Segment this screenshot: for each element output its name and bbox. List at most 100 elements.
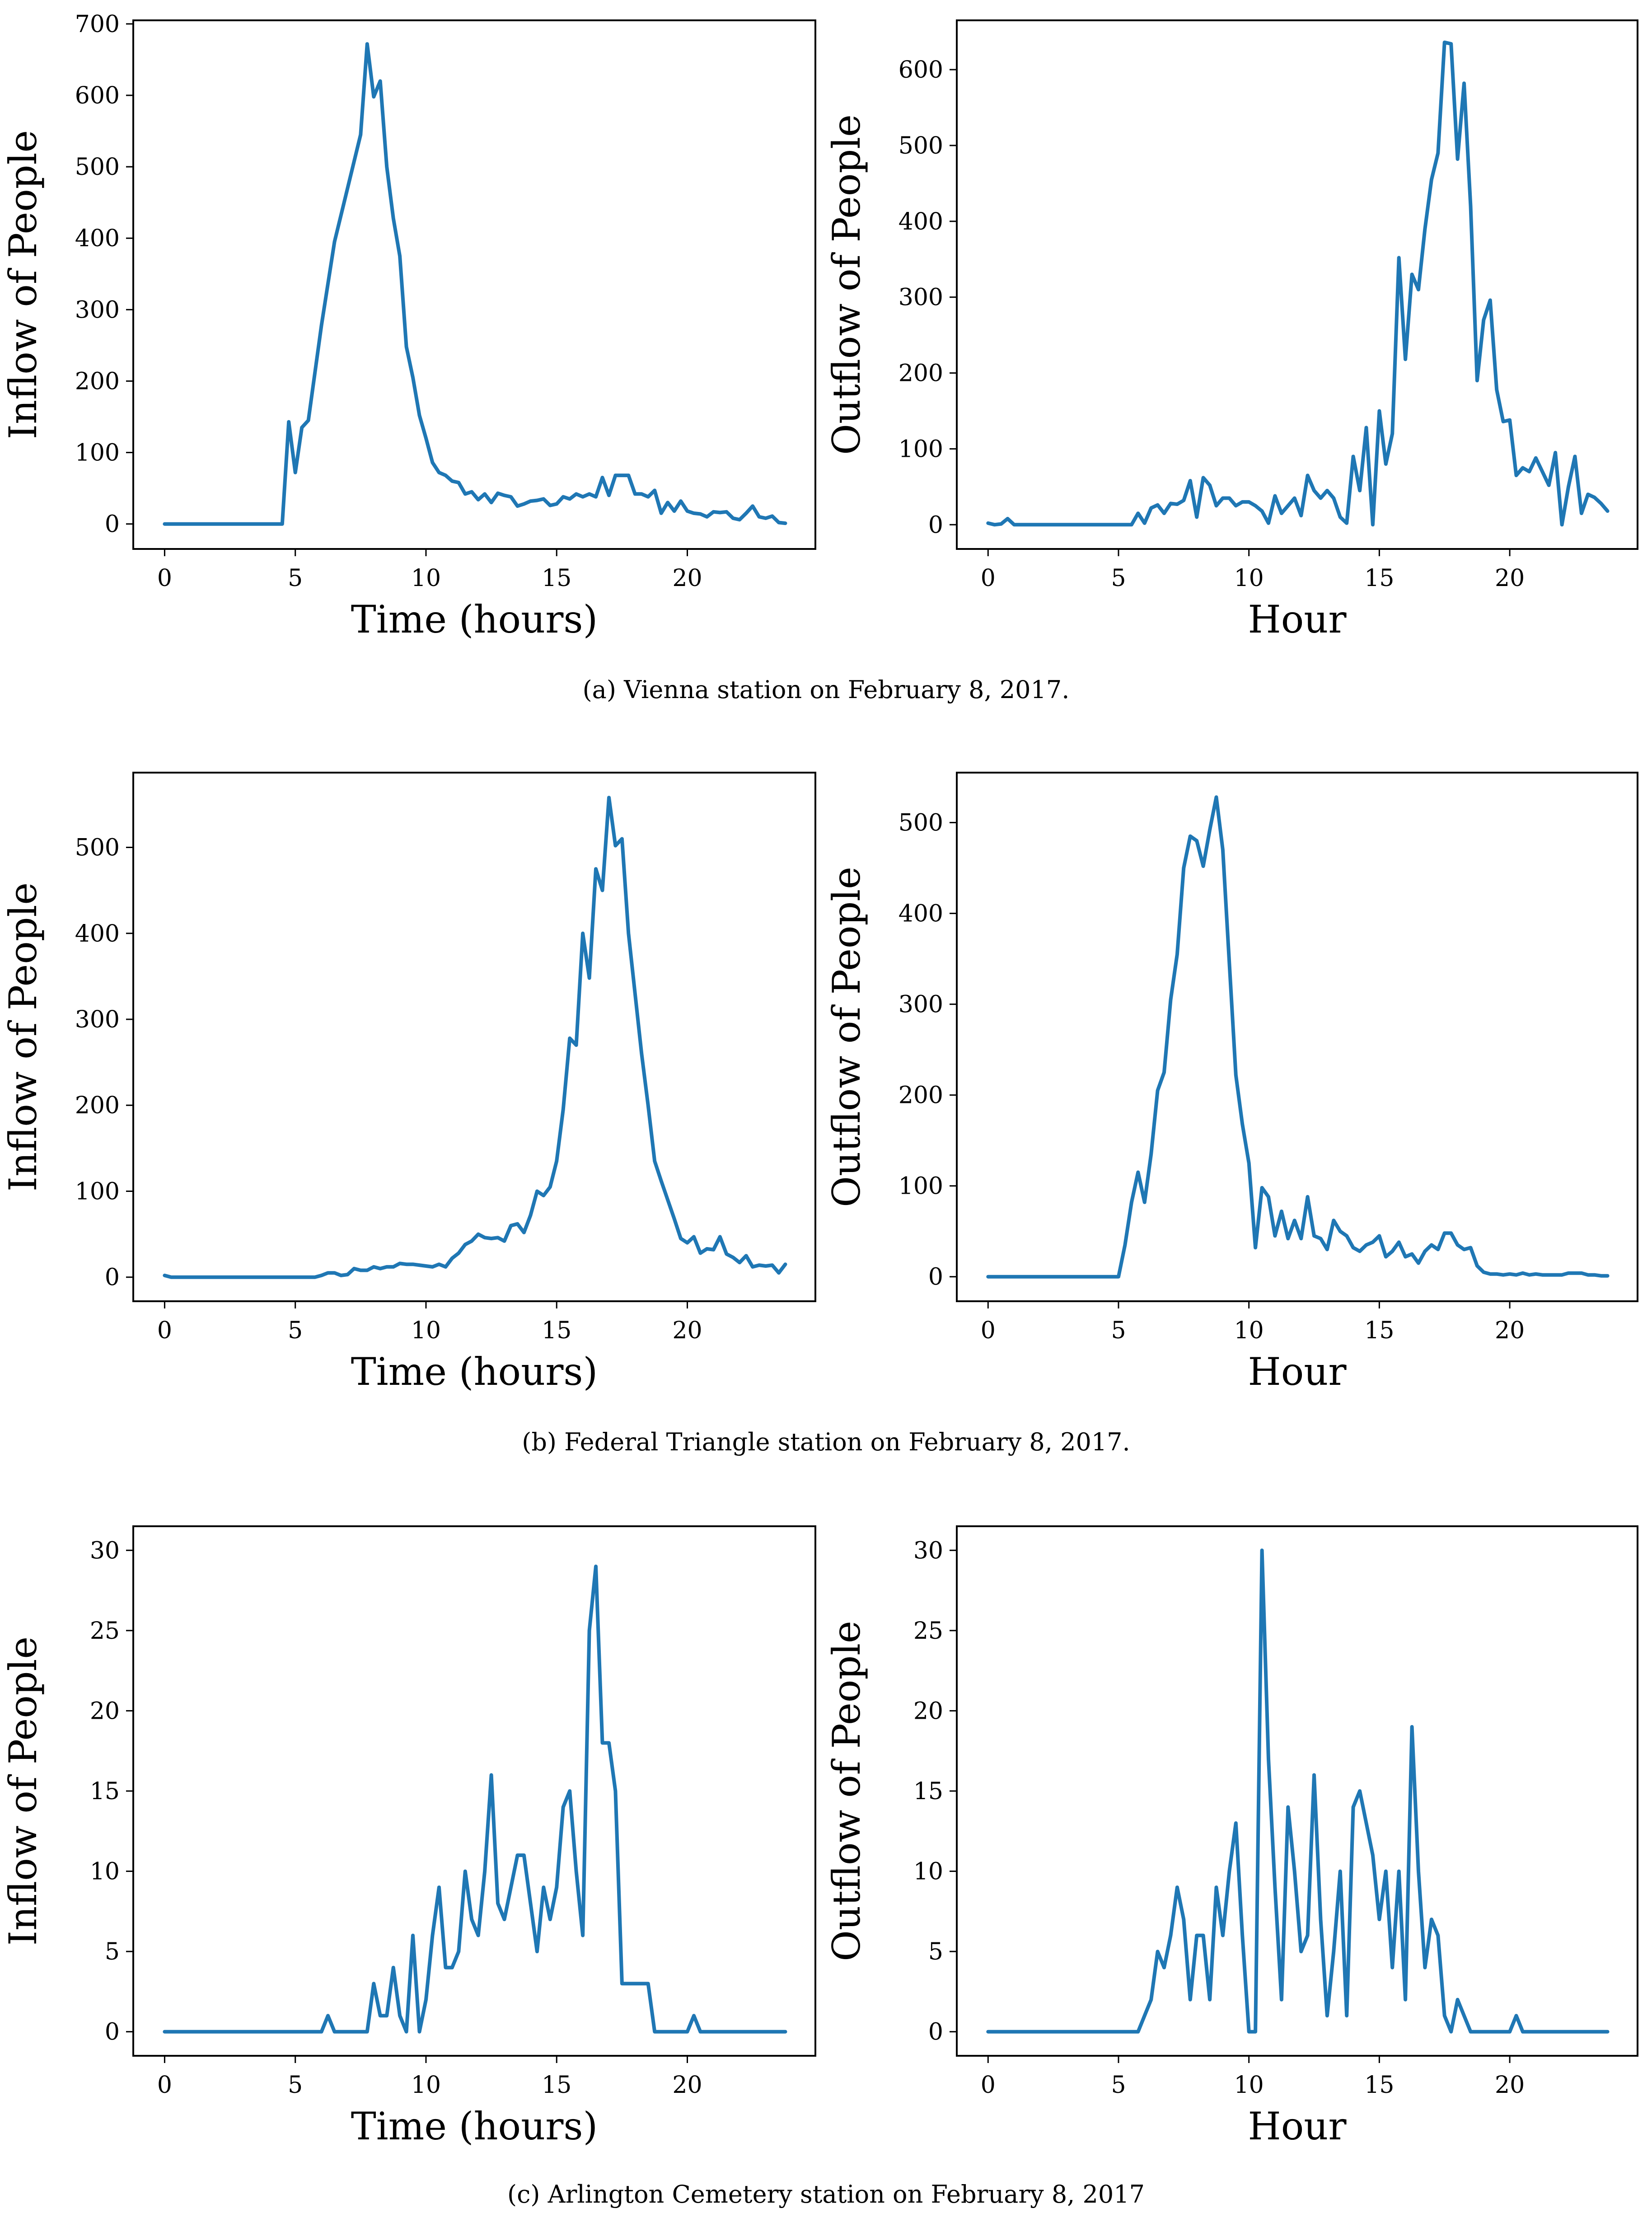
- y-tick-label: 100: [75, 440, 120, 467]
- y-tick-label: 0: [928, 511, 943, 539]
- y-tick-label: 0: [105, 1264, 120, 1291]
- x-tick-label: 10: [1234, 2072, 1264, 2099]
- y-tick-label: 20: [90, 1697, 120, 1725]
- y-tick-label: 400: [75, 225, 120, 252]
- x-tick-label: 0: [981, 1317, 996, 1344]
- x-tick-label: 15: [542, 1317, 571, 1344]
- y-axis-label: Outflow of People: [824, 1621, 869, 1961]
- x-tick-label: 15: [1364, 1317, 1394, 1344]
- data-line: [986, 795, 1610, 1279]
- y-axis-label: Outflow of People: [824, 114, 869, 455]
- y-tick-label: 0: [928, 2019, 943, 2046]
- caption-b: (b) Federal Triangle station on February…: [522, 1428, 1130, 1456]
- y-axis-label: Inflow of People: [1, 1636, 45, 1946]
- y-tick-label: 10: [90, 1858, 120, 1885]
- axes-frame: [956, 1525, 1638, 2057]
- x-tick-label: 5: [288, 2072, 303, 2099]
- y-tick-label: 200: [899, 1082, 943, 1109]
- y-tick-label: 500: [75, 154, 120, 181]
- x-axis-label: Hour: [1248, 2104, 1347, 2148]
- y-tick-label: 500: [75, 835, 120, 862]
- data-line: [163, 42, 787, 526]
- y-tick-label: 200: [899, 360, 943, 387]
- y-tick-label: 30: [913, 1537, 943, 1564]
- x-tick-label: 5: [1111, 565, 1126, 592]
- x-tick-label: 0: [157, 1317, 172, 1344]
- y-axis-label: Inflow of People: [1, 130, 45, 439]
- y-tick-label: 100: [899, 1173, 943, 1200]
- x-axis-label: Time (hours): [351, 597, 598, 642]
- y-tick-label: 300: [899, 284, 943, 311]
- x-tick-label: 5: [1111, 1317, 1126, 1344]
- data-line: [163, 1564, 787, 2034]
- y-tick-label: 600: [75, 82, 120, 109]
- y-tick-label: 300: [75, 296, 120, 324]
- x-tick-label: 0: [981, 565, 996, 592]
- y-tick-label: 300: [899, 991, 943, 1018]
- x-axis-label: Hour: [1248, 1350, 1347, 1394]
- axes-frame: [956, 772, 1638, 1302]
- x-tick-label: 10: [1234, 565, 1264, 592]
- axes-frame: [132, 1525, 816, 2057]
- y-tick-label: 0: [105, 511, 120, 538]
- x-axis-label: Time (hours): [351, 1350, 598, 1394]
- y-tick-label: 5: [105, 1938, 120, 1965]
- data-line: [163, 796, 787, 1279]
- y-axis-label: Outflow of People: [824, 867, 869, 1207]
- x-tick-label: 20: [1495, 2072, 1525, 2099]
- x-tick-label: 0: [157, 2072, 172, 2099]
- x-tick-label: 5: [288, 565, 303, 592]
- caption-a: (a) Vienna station on February 8, 2017.: [582, 675, 1070, 704]
- y-tick-label: 25: [913, 1618, 943, 1645]
- y-tick-label: 200: [75, 368, 120, 395]
- x-tick-label: 15: [542, 565, 571, 592]
- y-tick-label: 100: [75, 1178, 120, 1205]
- x-tick-label: 10: [411, 1317, 441, 1344]
- y-tick-label: 700: [75, 11, 120, 38]
- y-tick-label: 400: [75, 920, 120, 947]
- data-line: [986, 1548, 1610, 2034]
- x-tick-label: 20: [672, 1317, 702, 1344]
- x-tick-label: 10: [411, 2072, 441, 2099]
- x-tick-label: 10: [1234, 1317, 1264, 1344]
- y-tick-label: 600: [899, 56, 943, 84]
- y-tick-label: 200: [75, 1092, 120, 1119]
- y-tick-label: 500: [899, 810, 943, 837]
- chart-arlington-inflow: 0 5 10 15 20 0 5 10 15 20 25 30 Time (hours) Inflow o…: [1, 1525, 816, 2148]
- x-tick-label: 5: [288, 1317, 303, 1344]
- y-tick-label: 500: [899, 132, 943, 159]
- x-tick-label: 20: [1495, 565, 1525, 592]
- axes-frame: [132, 19, 816, 550]
- x-tick-label: 15: [1364, 2072, 1394, 2099]
- y-tick-label: 0: [928, 1264, 943, 1291]
- x-tick-label: 20: [672, 565, 702, 592]
- y-tick-label: 400: [899, 208, 943, 235]
- axes-frame: [132, 772, 816, 1302]
- y-axis-label: Inflow of People: [1, 882, 45, 1191]
- x-axis-label: Time (hours): [351, 2104, 598, 2148]
- data-line: [986, 40, 1610, 527]
- x-tick-label: 0: [157, 565, 172, 592]
- caption-c: (c) Arlington Cemetery station on Februa…: [507, 2180, 1145, 2209]
- x-axis-label: Hour: [1248, 597, 1347, 642]
- x-tick-label: 5: [1111, 2072, 1126, 2099]
- y-tick-label: 20: [913, 1697, 943, 1725]
- x-tick-label: 0: [981, 2072, 996, 2099]
- x-tick-label: 10: [411, 565, 441, 592]
- y-tick-label: 300: [75, 1006, 120, 1033]
- axes-frame: [956, 19, 1638, 550]
- x-tick-label: 20: [672, 2072, 702, 2099]
- y-tick-label: 10: [913, 1858, 943, 1885]
- chart-arlington-outflow: 0 5 10 15 20 0 5 10 15 20 25 30 Hour Outflow of Peopl…: [824, 1525, 1638, 2148]
- x-tick-label: 15: [542, 2072, 571, 2099]
- y-tick-label: 30: [90, 1537, 120, 1564]
- x-tick-label: 20: [1495, 1317, 1525, 1344]
- y-tick-label: 400: [899, 900, 943, 928]
- y-tick-label: 25: [90, 1618, 120, 1645]
- y-tick-label: 15: [90, 1778, 120, 1805]
- y-tick-label: 0: [105, 2019, 120, 2046]
